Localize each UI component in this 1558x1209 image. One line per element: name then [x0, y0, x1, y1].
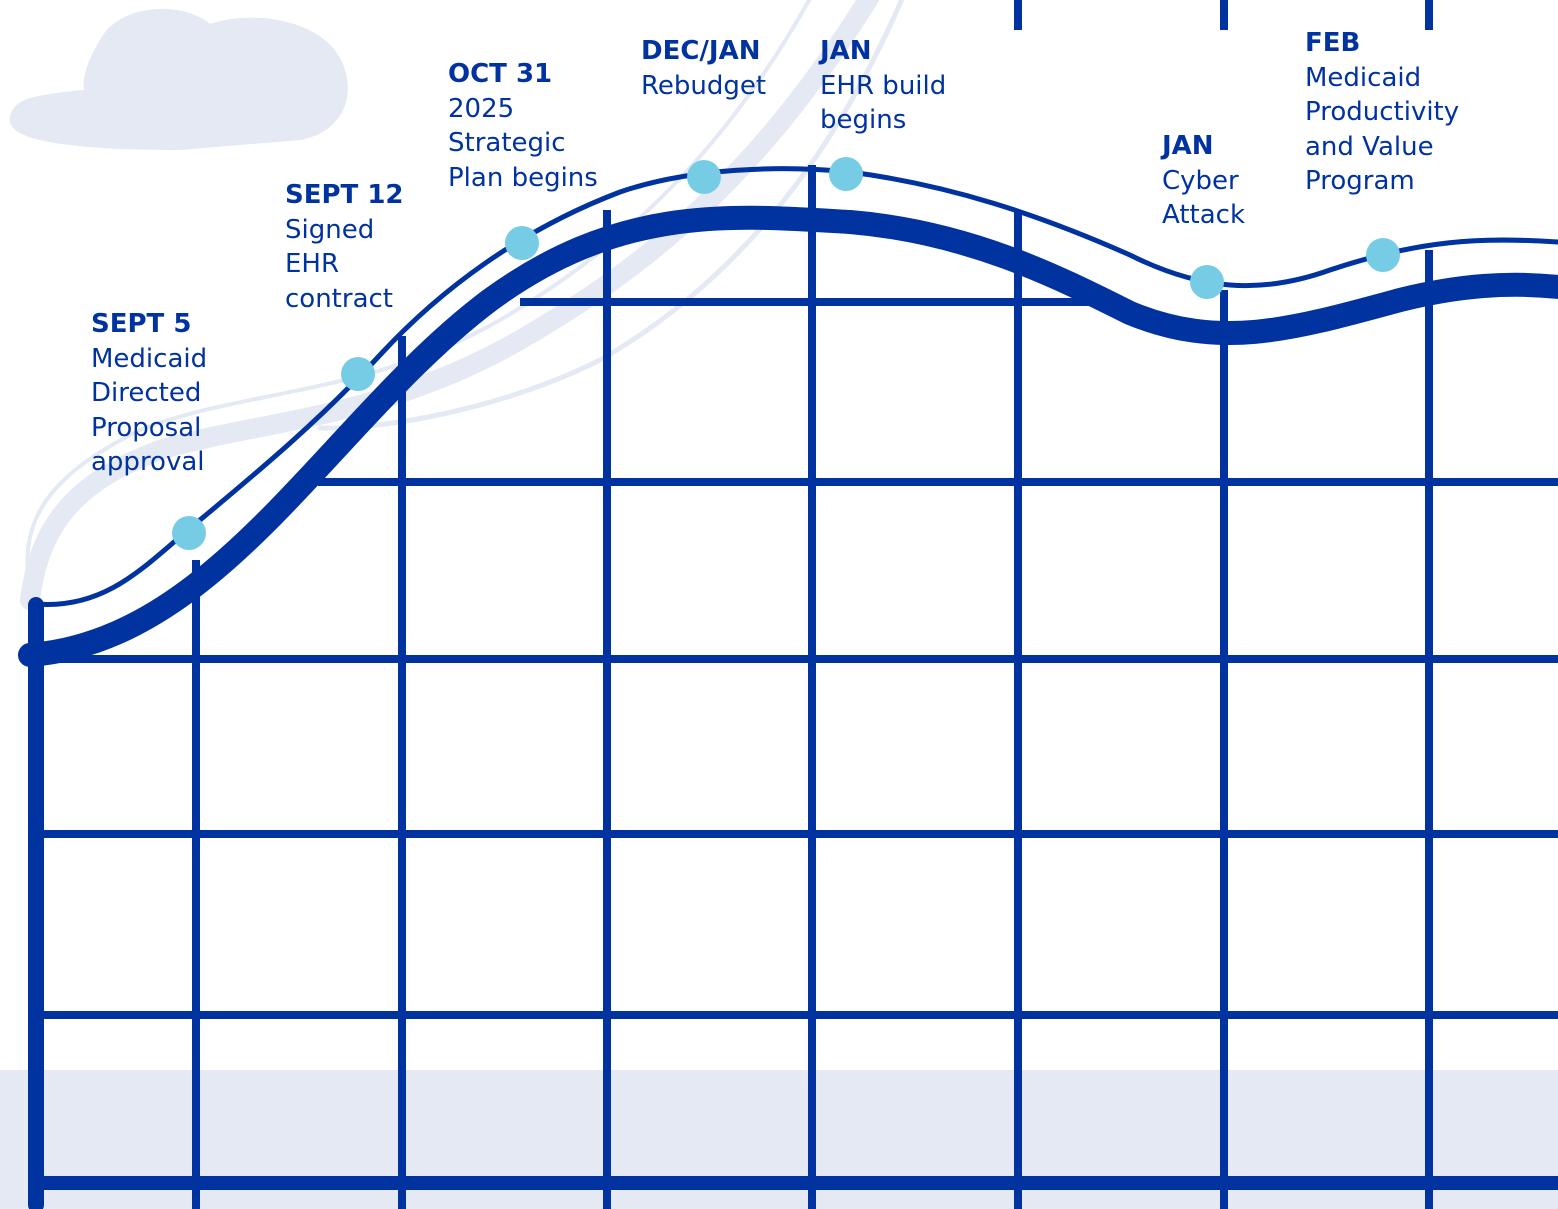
- milestone-description: Rebudget: [641, 70, 767, 101]
- main-track: [18, 205, 1558, 667]
- upper-rail: [33, 166, 1558, 607]
- milestone-label-7: FEB Medicaid Productivity and Value Prog…: [1305, 26, 1459, 199]
- milestone-description: Signed EHR contract: [285, 214, 393, 314]
- milestone-description: Medicaid Productivity and Value Program: [1305, 62, 1460, 197]
- milestone-marker-3: [505, 226, 539, 260]
- milestone-date: SEPT 12: [285, 180, 404, 210]
- cloud: [9, 8, 348, 150]
- milestone-date: FEB: [1305, 28, 1361, 58]
- milestone-label-1: SEPT 5 Medicaid Directed Proposal approv…: [91, 307, 207, 480]
- milestone-date: JAN: [820, 36, 872, 66]
- milestone-marker-2: [341, 357, 375, 391]
- milestone-label-3: OCT 31 2025 Strategic Plan begins: [448, 57, 598, 195]
- milestone-description: EHR build begins: [820, 70, 947, 136]
- milestone-label-4: DEC/JAN Rebudget: [641, 34, 766, 103]
- milestone-date: DEC/JAN: [641, 36, 761, 66]
- milestone-marker-5: [829, 157, 863, 191]
- milestone-description: 2025 Strategic Plan begins: [448, 93, 598, 193]
- scaffold-grid: [36, 0, 1558, 1209]
- milestone-date: SEPT 5: [91, 309, 192, 339]
- milestone-marker-4: [687, 160, 721, 194]
- milestone-label-6: JAN Cyber Attack: [1162, 129, 1245, 233]
- milestone-marker-6: [1190, 265, 1224, 299]
- milestone-marker-1: [172, 516, 206, 550]
- milestone-label-2: SEPT 12 Signed EHR contract: [285, 178, 404, 316]
- milestone-marker-7: [1366, 238, 1400, 272]
- milestone-date: JAN: [1162, 131, 1214, 161]
- milestone-date: OCT 31: [448, 59, 553, 89]
- milestone-description: Medicaid Directed Proposal approval: [91, 343, 208, 478]
- milestone-label-5: JAN EHR build begins: [820, 34, 946, 138]
- milestone-description: Cyber Attack: [1162, 165, 1246, 231]
